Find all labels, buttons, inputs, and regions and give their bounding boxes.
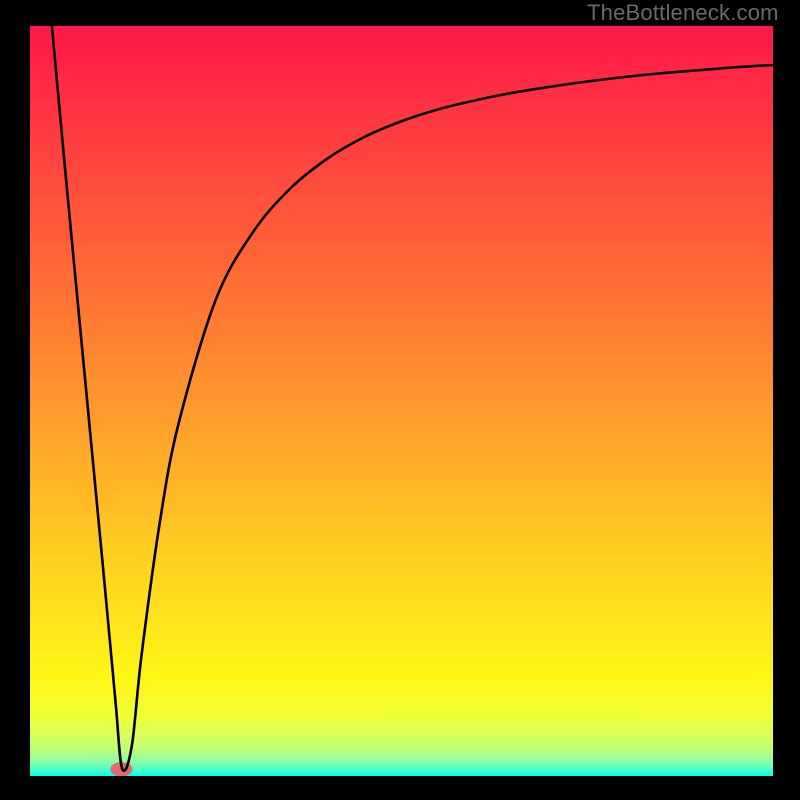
plot-area [30,26,773,776]
chart-frame: TheBottleneck.com [0,0,800,800]
watermark-text: TheBottleneck.com [587,0,779,26]
